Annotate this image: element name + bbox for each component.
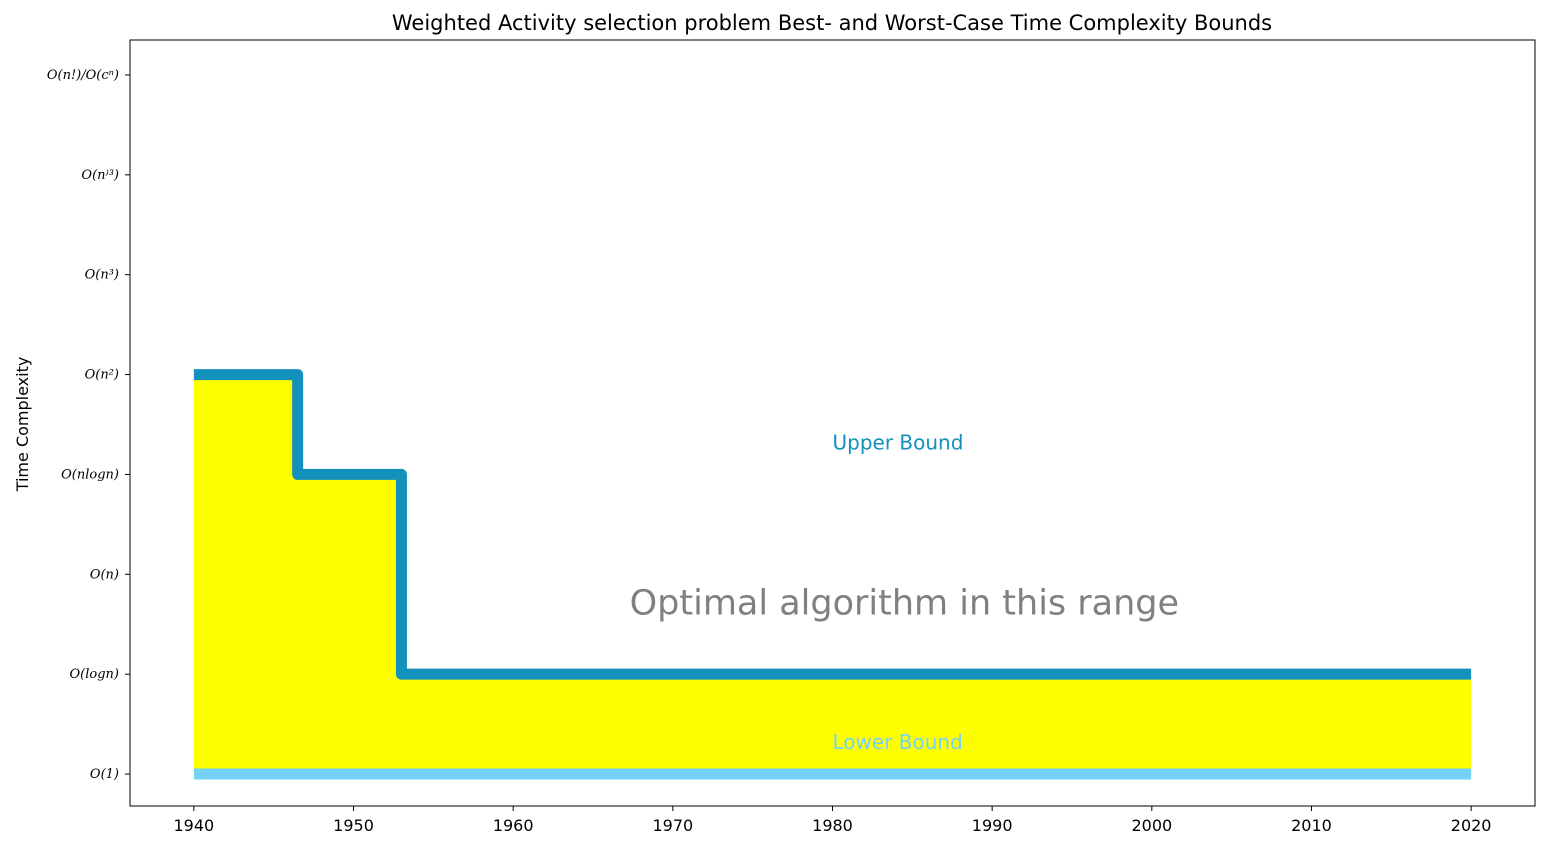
y-tick-label: O(logn) [70, 667, 119, 682]
x-tick-label: 1990 [972, 816, 1013, 835]
x-tick-label: 1980 [812, 816, 853, 835]
upper-bound-line [193, 369, 1472, 680]
x-tick-label: 1940 [174, 816, 215, 835]
y-tick-label: O(n) [90, 567, 119, 582]
x-axis-ticks: 1940 1950 1960 1970 1980 1990 2000 2010 2020 [174, 806, 1492, 835]
x-tick-label: 1960 [493, 816, 534, 835]
upper-bound-label: Upper Bound [833, 430, 964, 454]
x-tick-label: 1950 [333, 816, 374, 835]
y-tick-label: O(n!)/O(cⁿ) [47, 68, 119, 83]
chart-title: Weighted Activity selection problem Best… [392, 11, 1272, 35]
lower-bound-label: Lower Bound [833, 730, 963, 754]
y-tick-label: O(n²) [85, 368, 119, 383]
y-tick-label: O(n⁾³) [81, 168, 119, 183]
range-annotation: Optimal algorithm in this range [630, 583, 1179, 623]
x-tick-label: 2000 [1131, 816, 1172, 835]
x-tick-label: 2010 [1291, 816, 1332, 835]
y-tick-label: O(n³) [85, 268, 119, 283]
plot-area [129, 39, 1536, 807]
annotations: Upper Bound Lower Bound Optimal algorithm … [630, 430, 1179, 754]
x-tick-label: 2020 [1451, 816, 1492, 835]
y-tick-label: O(1) [90, 767, 119, 782]
y-tick-label: O(nlogn) [61, 467, 119, 482]
y-axis-label: Time Complexity [13, 357, 32, 493]
x-tick-label: 1970 [652, 816, 693, 835]
y-axis-ticks: O(1) O(logn) O(n) O(nlogn) O(n²) O(n³) O(n⁾³) O… [47, 68, 130, 782]
